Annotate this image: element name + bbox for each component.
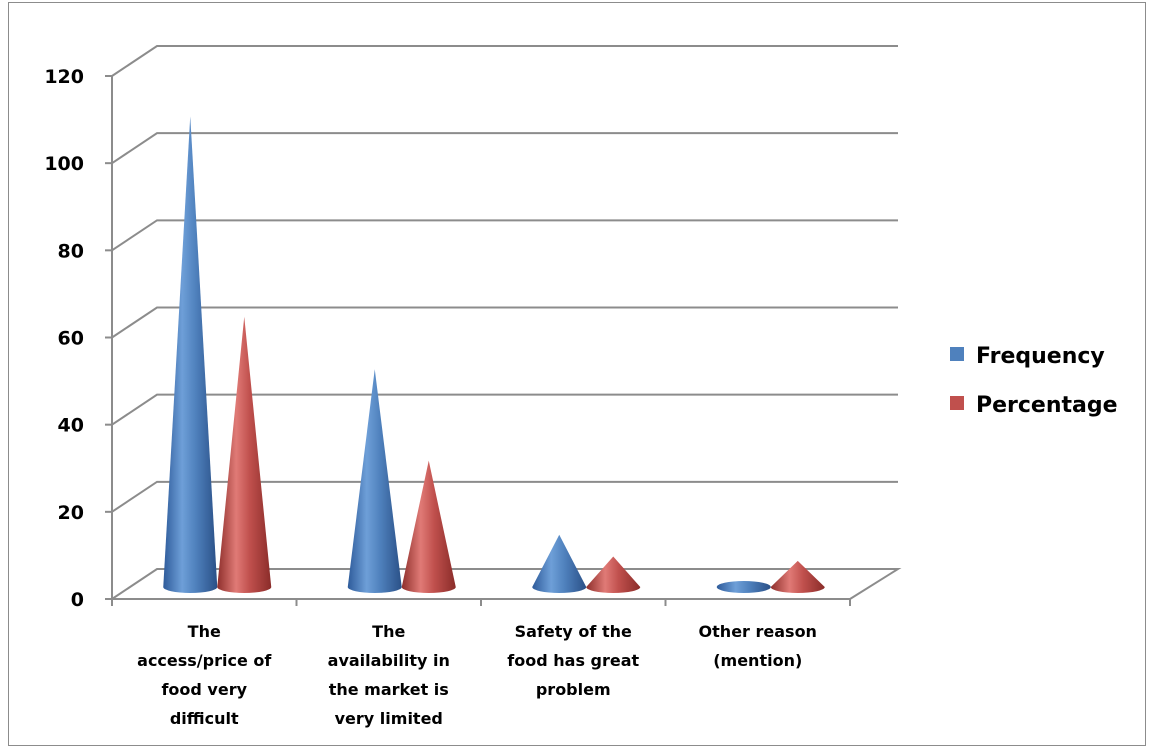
legend-label: Percentage <box>976 393 1118 418</box>
gridline <box>111 132 898 164</box>
cone-percentage <box>770 560 825 593</box>
cone-percentage <box>586 556 641 593</box>
cone-frequency <box>163 116 218 594</box>
legend-swatch <box>950 347 964 361</box>
gridline <box>111 45 898 77</box>
y-tick-label: 80 <box>58 240 84 262</box>
category-label: Other reason (mention) <box>699 622 817 670</box>
gridline <box>111 306 898 339</box>
gridline <box>111 219 898 252</box>
floor-plane <box>111 568 902 600</box>
gridline <box>111 480 898 513</box>
legend: Frequency Percentage <box>950 344 1118 418</box>
category-label: The availability in the market is very limi… <box>328 622 450 728</box>
y-tick-label: 60 <box>58 328 84 350</box>
cone-frequency <box>716 581 771 593</box>
y-tick-label: 20 <box>58 502 84 524</box>
category-label: Safety of the food has great problem <box>507 622 639 699</box>
legend-label: Frequency <box>976 344 1105 369</box>
category-label: The access/price of food very difficult <box>137 622 272 728</box>
y-tick-label: 40 <box>58 415 84 437</box>
cone-percentage <box>401 460 456 593</box>
gridline <box>111 393 898 426</box>
cone-percentage <box>217 316 272 593</box>
y-tick-label: 120 <box>44 66 84 88</box>
gridlines <box>111 45 902 600</box>
y-tick-label: 0 <box>71 589 84 611</box>
y-axis-ticks: 0 20 40 60 80 100 120 <box>44 66 112 611</box>
legend-swatch <box>950 396 964 410</box>
cone-frequency <box>532 534 587 593</box>
axes <box>111 76 850 600</box>
category-labels: The access/price of food very difficult The a… <box>111 599 851 728</box>
y-tick-label: 100 <box>44 153 84 175</box>
cones <box>163 116 825 594</box>
cone-frequency <box>347 369 402 593</box>
